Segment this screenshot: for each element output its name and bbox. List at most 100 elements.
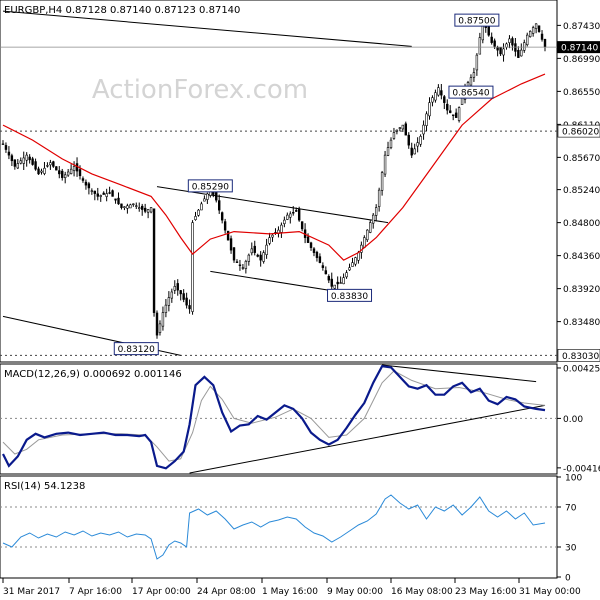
candle-body xyxy=(152,208,156,313)
candle-body xyxy=(135,205,138,207)
candle-body xyxy=(454,112,458,118)
candle-body xyxy=(333,284,336,289)
annotation-label: 0.83830 xyxy=(331,292,368,302)
candle-body xyxy=(182,293,185,300)
candle-body xyxy=(46,165,49,167)
candle-body xyxy=(173,286,176,291)
candle-body xyxy=(380,172,384,191)
candle-body xyxy=(460,97,464,105)
candle-body xyxy=(389,139,393,148)
price-tick-label: 0.83920 xyxy=(563,285,600,295)
price-level-box xyxy=(557,349,600,362)
symbol-header: EURGBP,H4 0.87128 0.87140 0.87123 0.8714… xyxy=(4,5,240,16)
candle-body xyxy=(188,305,191,310)
candle-body xyxy=(7,151,11,156)
candle-body xyxy=(369,222,372,233)
candle-body xyxy=(280,224,283,233)
candle-body xyxy=(283,219,286,224)
candle-body xyxy=(383,154,387,175)
candle-body xyxy=(220,212,224,221)
candle-body xyxy=(167,297,171,306)
candle-body xyxy=(194,216,197,220)
time-tick-label: 17 Apr 00:00 xyxy=(132,587,191,597)
candle-body xyxy=(34,161,37,170)
candle-body xyxy=(514,43,517,52)
candle-body xyxy=(534,23,538,29)
candle-body xyxy=(475,54,479,71)
candle-body xyxy=(428,102,431,117)
candle-body xyxy=(197,209,200,216)
candle-body xyxy=(449,110,452,113)
candle-body xyxy=(499,47,502,55)
candle-body xyxy=(111,190,114,197)
candle-body xyxy=(339,282,342,284)
candle-body xyxy=(354,257,357,265)
macd-tick-label: 0.00425 xyxy=(563,364,600,374)
candle-body xyxy=(78,169,82,177)
rsi-panel-frame xyxy=(0,475,558,579)
candle-body xyxy=(117,197,120,205)
watermark-text: ActionForex.com xyxy=(92,75,308,105)
candle-body xyxy=(330,278,333,287)
macd-panel-frame xyxy=(0,363,558,475)
price-tick-label: 0.83480 xyxy=(563,318,600,328)
candle-body xyxy=(469,77,473,86)
candle-body xyxy=(223,221,227,231)
candle-body xyxy=(451,114,455,116)
candle-body xyxy=(241,267,245,269)
candle-body xyxy=(120,203,123,208)
candle-body xyxy=(141,205,144,210)
candle-body xyxy=(437,87,440,96)
candle-body xyxy=(25,154,28,161)
candle-body xyxy=(540,33,544,40)
candle-body xyxy=(72,166,76,171)
candle-body xyxy=(295,210,298,212)
macd-tick-label: 0.00 xyxy=(563,415,583,425)
candle-body xyxy=(289,213,292,218)
candle-body xyxy=(259,254,262,261)
price-tick-label: 0.85240 xyxy=(563,186,600,196)
current-price-marker: 0.87140 xyxy=(0,41,600,54)
candle-body xyxy=(300,221,304,230)
candle-body xyxy=(158,323,162,333)
candle-body xyxy=(374,207,378,216)
candle-body xyxy=(81,178,85,181)
candle-body xyxy=(543,39,547,48)
candle-body xyxy=(99,195,102,197)
candle-body xyxy=(69,168,73,174)
time-tick-label: 16 May 08:00 xyxy=(391,587,453,597)
candle-body xyxy=(66,171,70,176)
candle-body xyxy=(161,312,165,327)
candle-body xyxy=(123,206,126,208)
price-level-label: 0.86020 xyxy=(562,128,599,138)
candle-body xyxy=(434,92,437,101)
candle-body xyxy=(218,200,221,211)
candle-body xyxy=(517,49,520,58)
macd-trendline xyxy=(189,404,546,474)
candle-body xyxy=(386,147,390,156)
candle-body xyxy=(262,252,265,262)
annotation-box xyxy=(448,85,494,99)
price-tick-label: 0.86990 xyxy=(563,55,600,65)
candle-body xyxy=(321,265,325,268)
candle-body xyxy=(114,198,117,201)
annotation-box xyxy=(187,179,233,193)
candle-body xyxy=(206,193,209,200)
candle-body xyxy=(43,167,46,174)
candle-body xyxy=(478,37,482,55)
candle-body xyxy=(306,236,310,243)
price-level-box xyxy=(557,124,600,138)
rsi-tick-label: 70 xyxy=(565,504,577,514)
candle-body xyxy=(102,192,105,195)
price-trendline xyxy=(2,10,412,47)
candle-body xyxy=(342,277,345,285)
candle-body xyxy=(443,96,446,103)
candle-body xyxy=(292,212,295,214)
candle-body xyxy=(22,157,25,164)
candle-body xyxy=(413,148,416,155)
candle-body xyxy=(149,207,153,213)
candle-body xyxy=(31,158,34,165)
candle-body xyxy=(377,189,381,207)
